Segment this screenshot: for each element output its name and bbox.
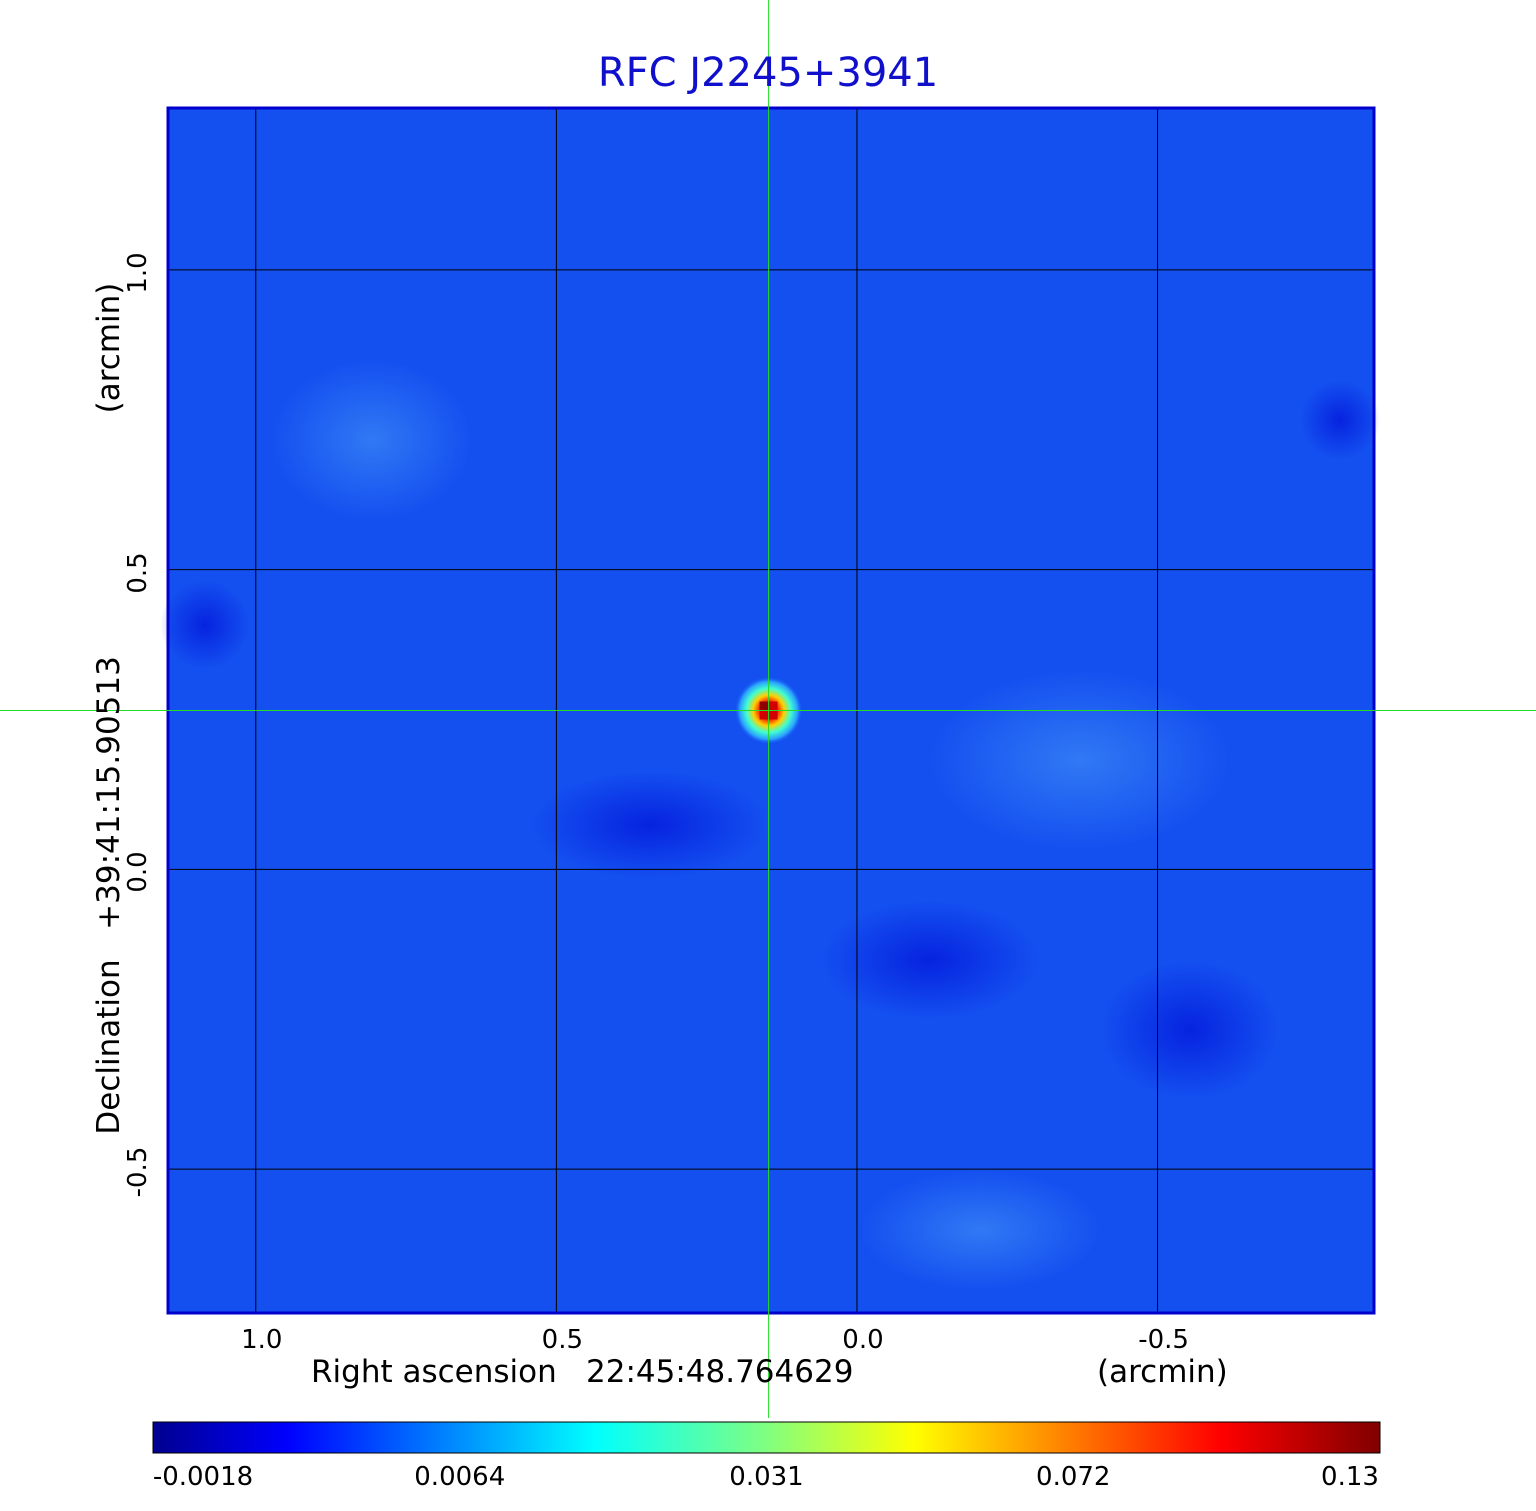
bright-noise-region xyxy=(860,1170,1100,1290)
dark-noise-region xyxy=(530,770,770,880)
dark-noise-region xyxy=(1300,380,1380,460)
y-tick-label: -0.5 xyxy=(123,1146,153,1198)
bright-noise-region xyxy=(930,670,1230,850)
x-tick-label: 0.5 xyxy=(541,1325,584,1355)
x-axis-label-value: 22:45:48.764629 xyxy=(586,1354,854,1390)
dark-noise-region xyxy=(1100,960,1280,1100)
colorbar-tick-label: 0.13 xyxy=(1321,1462,1379,1492)
coordinate-grid xyxy=(168,108,1374,1313)
y-tick-label: 0.5 xyxy=(123,551,153,594)
x-axis-label-name: Right ascension xyxy=(311,1354,557,1390)
x-tick-label: -0.5 xyxy=(1138,1325,1189,1355)
y-axis-label-name: Declination xyxy=(91,959,127,1135)
dark-noise-region xyxy=(820,900,1040,1020)
colorbar-gradient xyxy=(152,1421,1381,1454)
y-axis-label-value: +39:41:15.90513 xyxy=(91,656,127,930)
y-axis-unit: (arcmin) xyxy=(91,282,127,414)
x-tick-label: 1.0 xyxy=(241,1325,283,1355)
colorbar-tick-label: -0.0018 xyxy=(152,1462,254,1492)
plot-title: RFC J2245+3941 xyxy=(597,50,939,96)
crosshair xyxy=(0,0,1536,1418)
colorbar-tick-label: 0.0064 xyxy=(414,1462,506,1492)
dark-noise-region xyxy=(160,580,250,670)
x-tick-label: 0.0 xyxy=(842,1325,884,1355)
bright-noise-region xyxy=(272,360,472,520)
colorbar-tick-label: 0.072 xyxy=(1036,1462,1111,1492)
colorbar xyxy=(152,1421,1381,1454)
colorbar-tick-label: 0.031 xyxy=(729,1462,804,1492)
y-tick-label: 0.0 xyxy=(123,851,153,894)
x-axis-unit: (arcmin) xyxy=(1097,1354,1228,1390)
source-peak-pixel xyxy=(759,701,769,711)
y-tick-label: 1.0 xyxy=(123,252,153,294)
